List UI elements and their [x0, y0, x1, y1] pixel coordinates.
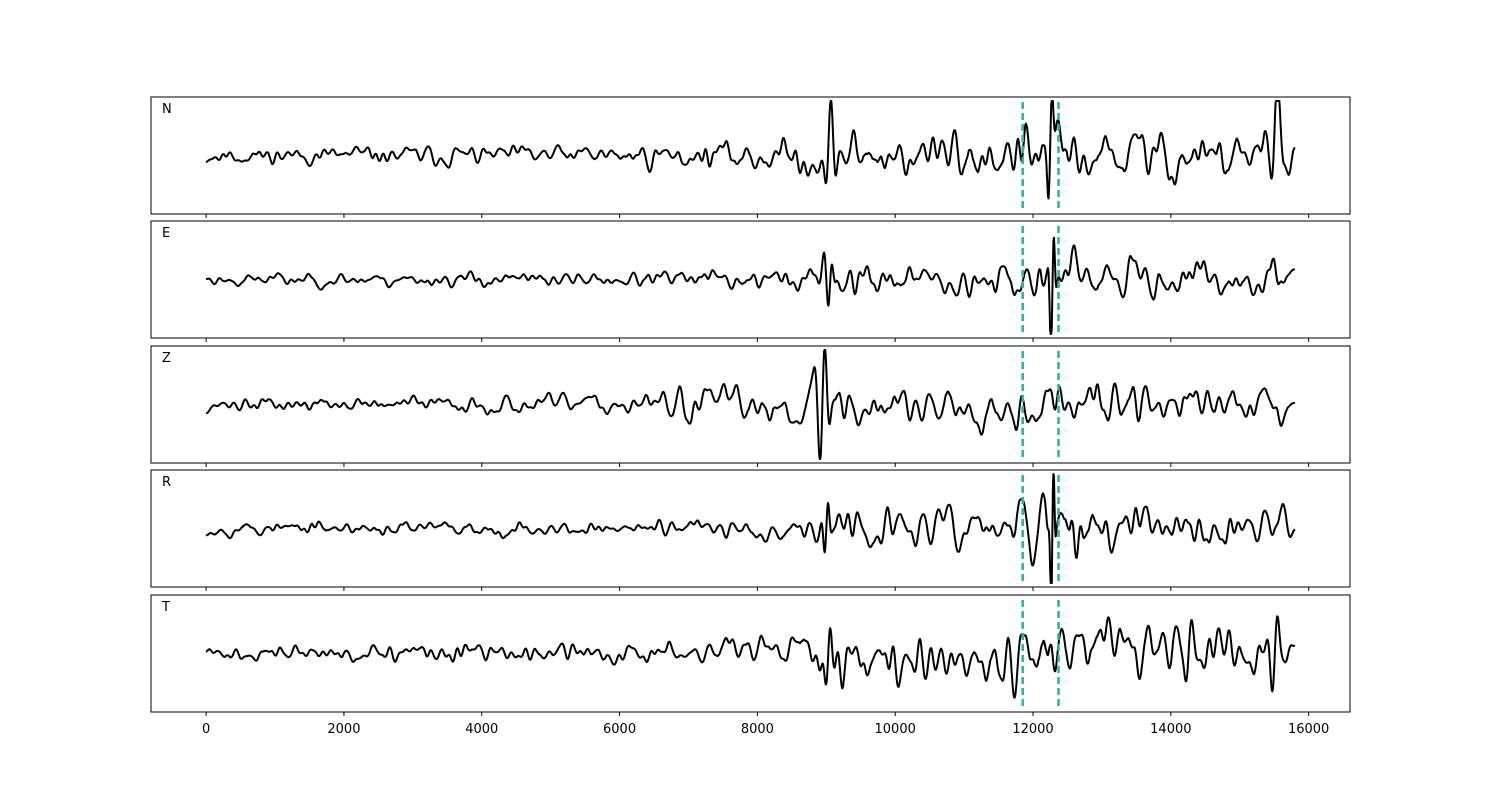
- panel-z: Z: [150, 345, 1351, 467]
- x-tick-label: 16000: [1288, 722, 1329, 737]
- panel-frame: [150, 345, 1351, 464]
- panel-t: T: [150, 594, 1351, 716]
- panel-frame: [150, 469, 1351, 588]
- series-line-t: [205, 615, 1296, 699]
- panel-n: N: [150, 96, 1351, 218]
- panel-r: R: [150, 469, 1351, 591]
- x-tick-label: 14000: [1150, 722, 1191, 737]
- component-label-z: Z: [162, 351, 171, 366]
- panel-e: E: [150, 220, 1351, 342]
- series-line-e: [205, 236, 1296, 335]
- x-tick-label: 12000: [1012, 722, 1053, 737]
- x-tick-label: 0: [202, 722, 210, 737]
- x-tick-label: 10000: [875, 722, 916, 737]
- panel-frame: [150, 594, 1351, 713]
- component-label-n: N: [162, 102, 172, 117]
- x-tick-label: 8000: [741, 722, 774, 737]
- x-tick-label: 4000: [465, 722, 498, 737]
- series-line-z: [205, 349, 1296, 460]
- panels-group: N E Z R T: [150, 96, 1351, 716]
- x-tick-label: 2000: [327, 722, 360, 737]
- x-axis: 0 2000 4000 6000 8000 10000 12000 14000 16000: [202, 722, 1329, 737]
- series-line-r: [205, 473, 1296, 584]
- series-line-n: [205, 100, 1296, 200]
- component-label-r: R: [162, 475, 171, 490]
- panel-frame: [150, 96, 1351, 215]
- component-label-t: T: [161, 600, 170, 615]
- component-label-e: E: [162, 226, 170, 241]
- panel-frame: [150, 220, 1351, 339]
- x-tick-label: 6000: [603, 722, 636, 737]
